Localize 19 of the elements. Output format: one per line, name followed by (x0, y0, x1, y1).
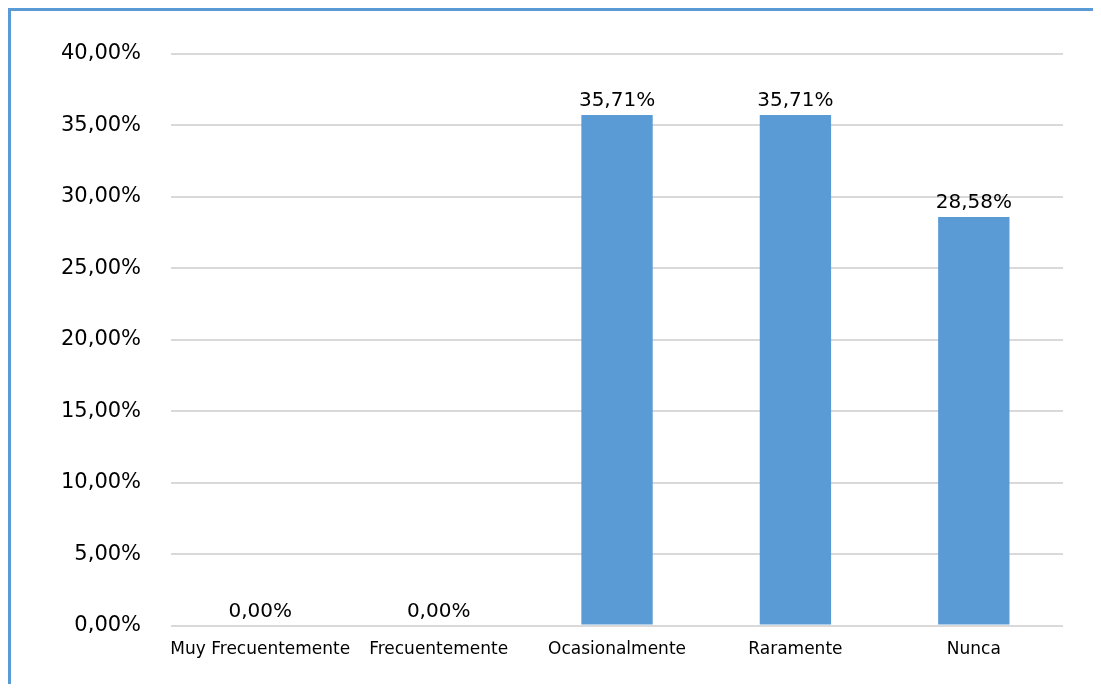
y-tick-label: 0,00% (74, 612, 142, 637)
x-tick-label: Muy Frecuentemente (170, 638, 351, 659)
data-label: 0,00% (228, 597, 293, 622)
y-tick-label: 40,00% (60, 40, 142, 65)
data-label: 0,00% (406, 597, 471, 622)
y-tick-label: 25,00% (60, 254, 142, 279)
y-tick-label: 15,00% (60, 397, 142, 422)
y-tick-label: 30,00% (60, 183, 142, 208)
y-tick-label: 10,00% (60, 469, 142, 494)
x-tick-label: Raramente (748, 638, 843, 659)
y-tick-label: 20,00% (60, 326, 142, 351)
data-label: 35,71% (578, 87, 656, 112)
x-tick-label: Frecuentemente (369, 638, 509, 659)
x-tick-label: Ocasionalmente (548, 638, 687, 659)
data-label: 28,58% (935, 189, 1012, 214)
data-label: 35,71% (757, 87, 834, 112)
x-tick-label: Nunca (946, 638, 1001, 659)
y-tick-label: 35,00% (60, 111, 142, 136)
y-tick-label: 5,00% (74, 540, 142, 565)
